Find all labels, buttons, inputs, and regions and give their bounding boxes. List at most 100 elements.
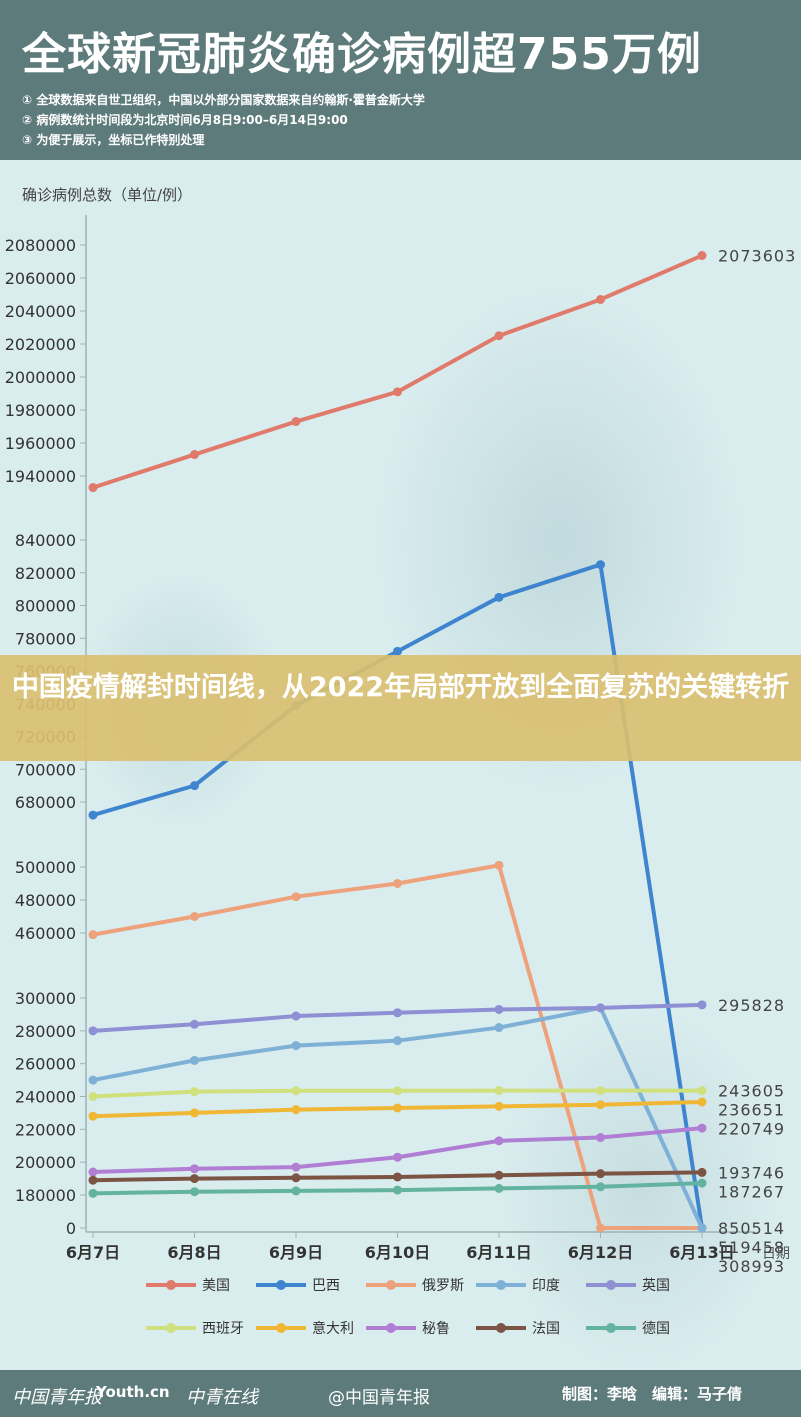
end-value-label: 193746 <box>718 1163 785 1182</box>
data-point <box>596 294 605 304</box>
data-point <box>291 1105 301 1115</box>
data-point <box>697 1097 707 1107</box>
data-point <box>190 1174 199 1184</box>
y-tick-label: 460000 <box>15 924 76 943</box>
data-point <box>596 1086 605 1096</box>
data-point <box>190 912 199 921</box>
legend-label: 秘鲁 <box>422 1321 450 1337</box>
data-point <box>190 1108 199 1118</box>
data-point <box>596 560 605 570</box>
data-point <box>190 1087 199 1097</box>
legend-marker <box>496 1280 506 1290</box>
data-point <box>393 1152 402 1162</box>
data-point <box>291 1173 301 1183</box>
end-value-label: 850514 <box>718 1219 785 1238</box>
data-point <box>88 1175 98 1185</box>
y-tick-label: 2040000 <box>5 302 76 321</box>
world-map-background <box>0 160 801 1370</box>
legend-item: 印度 <box>476 1278 560 1294</box>
legend-item: 意大利 <box>256 1320 354 1337</box>
x-tick-label: 6月7日 <box>66 1243 120 1262</box>
x-tick-label: 6月10日 <box>365 1243 430 1262</box>
y-tick-label: 1980000 <box>5 401 76 420</box>
legend-marker <box>606 1323 616 1333</box>
data-point <box>291 892 301 902</box>
data-point <box>291 1186 301 1196</box>
legend-item: 俄罗斯 <box>366 1278 464 1294</box>
data-point <box>190 1187 199 1197</box>
data-point <box>494 1170 504 1180</box>
data-point <box>393 1086 402 1096</box>
legend-marker <box>386 1323 396 1333</box>
data-point <box>494 1183 504 1193</box>
x-axis-label: 日期 <box>762 1246 790 1262</box>
y-tick-label: 0 <box>66 1219 76 1238</box>
note-2: ② 病例数统计时间段为北京时间6月8日9:00–6月14日9:00 <box>22 113 348 127</box>
data-point <box>697 1167 707 1177</box>
data-point <box>494 1136 504 1146</box>
y-tick-label: 2000000 <box>5 368 76 387</box>
x-tick-label: 6月12日 <box>568 1243 633 1262</box>
legend-label: 美国 <box>202 1278 230 1294</box>
cyd-logo: 中国青年报 <box>12 1387 102 1408</box>
data-point <box>88 930 98 940</box>
legend-marker <box>386 1280 396 1290</box>
data-point <box>190 781 199 791</box>
y-tick-label: 500000 <box>15 858 76 877</box>
data-point <box>88 1111 98 1121</box>
y-tick-label: 1960000 <box>5 434 76 453</box>
x-tick-label: 6月13日 <box>669 1243 734 1262</box>
y-tick-label: 680000 <box>15 793 76 812</box>
y-tick-label: 2060000 <box>5 269 76 288</box>
overlay-banner: 中国疫情解封时间线，从2022年局部开放到全面复苏的关键转折 <box>0 655 801 761</box>
data-point <box>190 1164 199 1174</box>
data-point <box>393 387 402 397</box>
data-point <box>596 1133 605 1143</box>
legend-label: 印度 <box>532 1278 560 1294</box>
data-point <box>494 331 504 341</box>
data-point <box>494 1086 504 1096</box>
legend-item: 德国 <box>586 1321 670 1337</box>
y-tick-label: 820000 <box>15 564 76 583</box>
data-point <box>697 1000 707 1010</box>
legend-item: 西班牙 <box>146 1321 244 1337</box>
legend-marker <box>606 1280 616 1290</box>
data-point <box>393 1172 402 1182</box>
series-line-秘鲁 <box>92 1126 703 1175</box>
data-point <box>393 879 402 888</box>
data-point <box>697 251 707 261</box>
y-tick-label: 1940000 <box>5 467 76 486</box>
data-point <box>88 810 98 820</box>
chart-notes: ① 全球数据来自世卫组织，中国以外部分国家数据来自约翰斯·霍普金斯大学 ② 病例… <box>22 90 425 150</box>
legend-label: 俄罗斯 <box>422 1278 464 1294</box>
note-1: ① 全球数据来自世卫组织，中国以外部分国家数据来自约翰斯·霍普金斯大学 <box>22 93 425 107</box>
end-value-label: 308993 <box>718 1257 785 1276</box>
y-tick-label: 260000 <box>15 1055 76 1074</box>
series-line-美国 <box>92 253 703 490</box>
legend-marker <box>276 1280 286 1290</box>
y-tick-label: 200000 <box>15 1153 76 1172</box>
header-banner: 全球新冠肺炎确诊病例超755万例 ① 全球数据来自世卫组织，中国以外部分国家数据… <box>0 0 801 160</box>
end-value-label: 236651 <box>718 1101 785 1120</box>
end-value-label: 2073603 <box>718 247 796 266</box>
data-point <box>596 1223 605 1233</box>
data-point <box>88 1092 98 1101</box>
legend-item: 秘鲁 <box>366 1321 450 1337</box>
end-value-label: 220749 <box>718 1120 785 1139</box>
data-point <box>393 646 402 656</box>
data-point <box>697 1178 707 1188</box>
data-point <box>291 1086 301 1096</box>
data-point <box>494 1004 504 1014</box>
legend-item: 巴西 <box>256 1278 340 1294</box>
legend-label: 法国 <box>532 1321 560 1337</box>
data-point <box>494 1023 504 1033</box>
data-point <box>291 417 301 427</box>
data-point <box>190 1055 199 1065</box>
end-value-label: 519458 <box>718 1238 785 1257</box>
data-point <box>494 860 504 870</box>
legend-marker <box>496 1323 506 1333</box>
data-point <box>88 483 98 493</box>
